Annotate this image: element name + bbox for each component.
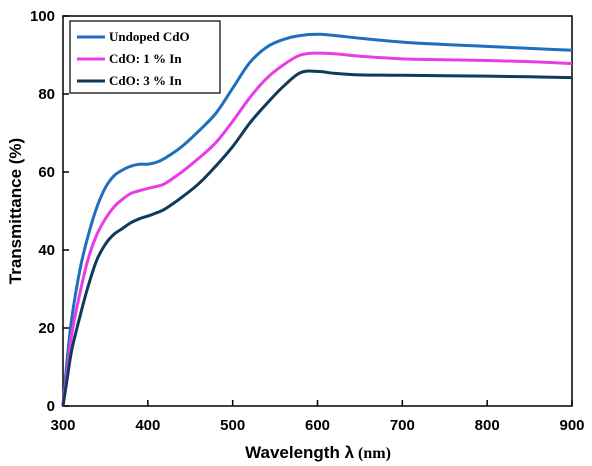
x-tick-label: 300 bbox=[50, 417, 75, 434]
legend-label-3pct: CdO: 3 % In bbox=[109, 73, 182, 88]
y-axis-title: Transmittance (%) bbox=[6, 138, 25, 284]
y-tick-label: 40 bbox=[38, 242, 55, 259]
x-tick-label: 800 bbox=[475, 417, 500, 434]
series-lines bbox=[61, 32, 573, 407]
legend: Undoped CdO CdO: 1 % In CdO: 3 % In bbox=[69, 20, 221, 94]
legend-label-1pct: CdO: 1 % In bbox=[109, 51, 182, 66]
legend-label-undoped: Undoped CdO bbox=[109, 29, 190, 44]
y-tick-label: 100 bbox=[30, 8, 55, 25]
x-tick-label: 600 bbox=[305, 417, 330, 434]
x-axis-ticks: 300 400 500 600 700 800 900 bbox=[50, 400, 585, 434]
y-axis-ticks: 0 20 40 60 80 100 bbox=[30, 8, 69, 415]
x-axis-title: Wavelength λ (nm) bbox=[245, 443, 391, 462]
x-tick-label: 500 bbox=[220, 417, 245, 434]
series-line-2 bbox=[61, 69, 573, 407]
x-axis-title-text: Wavelength λ bbox=[245, 443, 354, 462]
y-tick-label: 0 bbox=[47, 398, 55, 415]
y-tick-label: 60 bbox=[38, 164, 55, 181]
x-axis-title-unit: (nm) bbox=[358, 445, 391, 462]
y-tick-label: 80 bbox=[38, 86, 55, 103]
x-tick-label: 400 bbox=[135, 417, 160, 434]
x-tick-label: 900 bbox=[559, 417, 584, 434]
y-tick-label: 20 bbox=[38, 320, 55, 337]
series-line-0 bbox=[61, 32, 573, 407]
series-line-1 bbox=[61, 51, 573, 407]
x-tick-label: 700 bbox=[390, 417, 415, 434]
